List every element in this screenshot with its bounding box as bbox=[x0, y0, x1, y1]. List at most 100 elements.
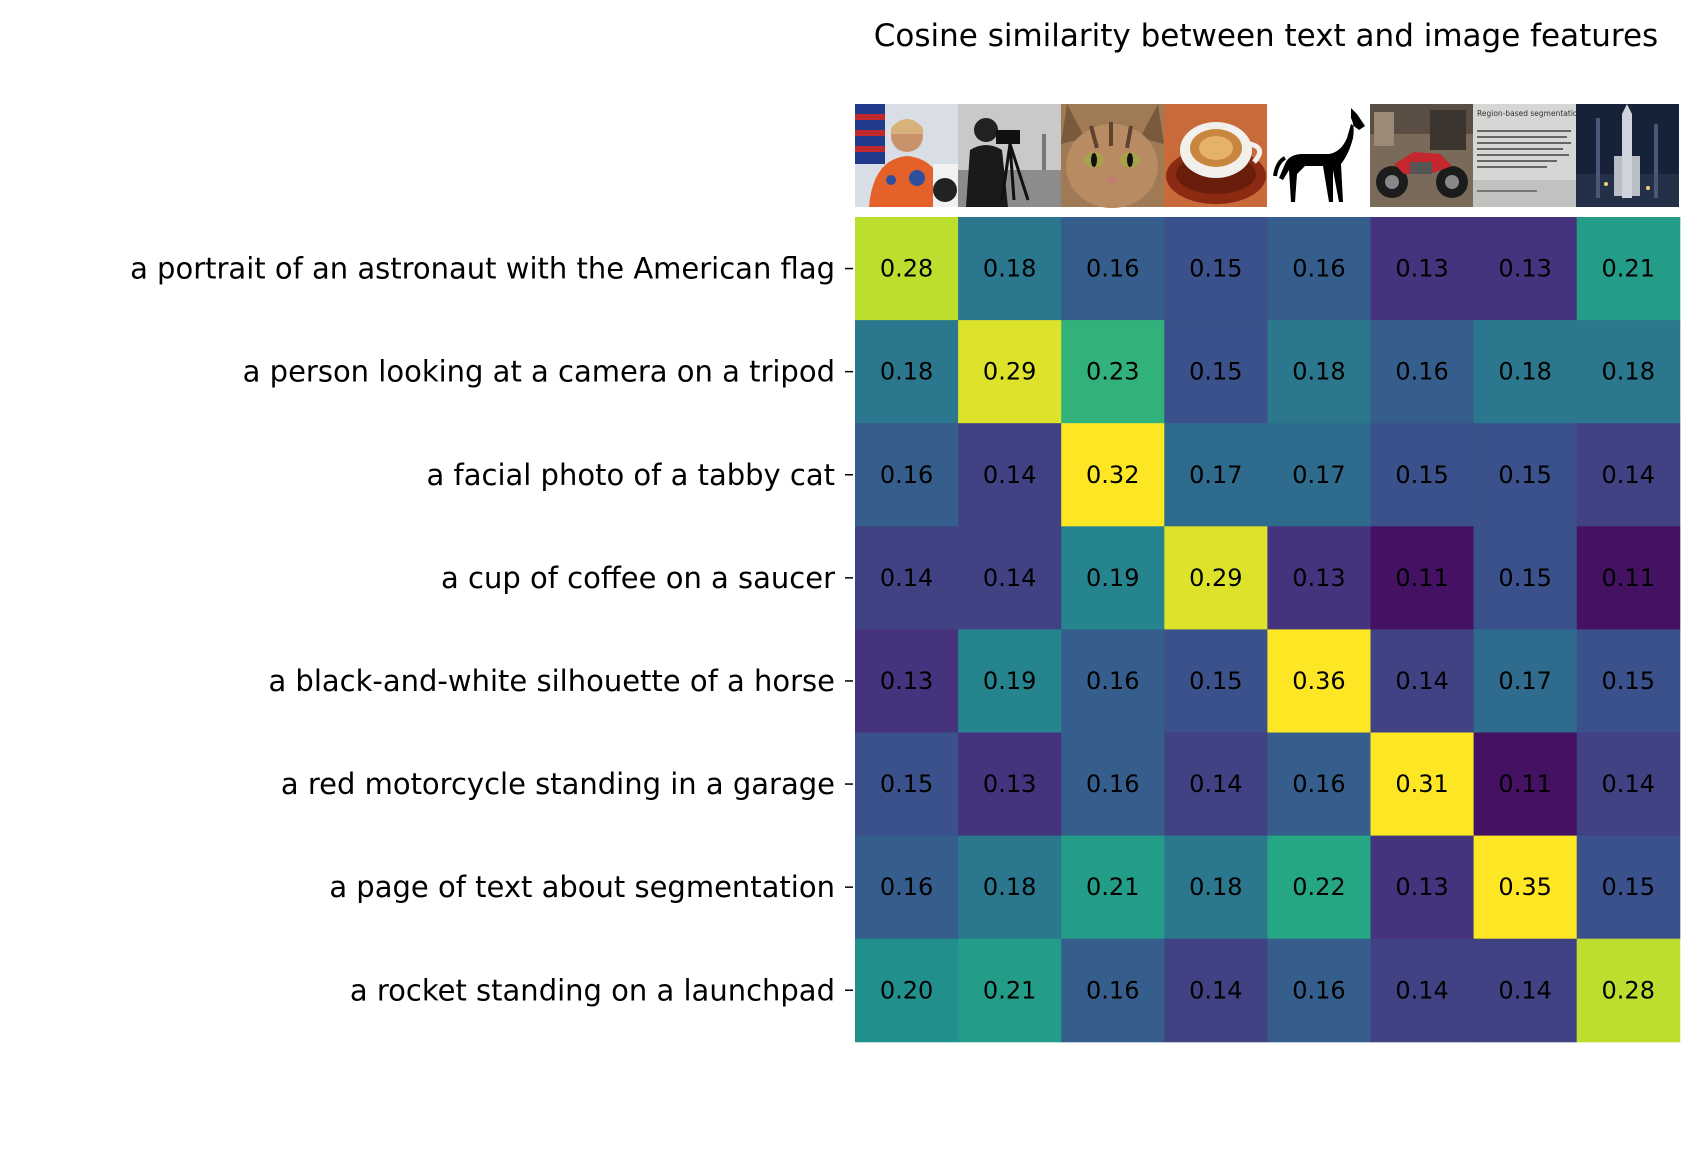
heatmap-cell bbox=[855, 526, 959, 630]
cell-value-label: 0.31 bbox=[1395, 770, 1448, 798]
heatmap-cell bbox=[958, 320, 1062, 424]
cell-value-label: 0.14 bbox=[1189, 770, 1242, 798]
heatmap-cell bbox=[1370, 423, 1475, 527]
cell-value-label: 0.18 bbox=[1602, 358, 1655, 386]
cell-value-label: 0.15 bbox=[1189, 667, 1242, 695]
heatmap-cell bbox=[958, 938, 1062, 1043]
heatmap-cell bbox=[1473, 938, 1578, 1043]
heatmap-cell bbox=[958, 629, 1062, 733]
cameraman-thumbnail bbox=[958, 104, 1061, 207]
cell-value-label: 0.17 bbox=[1189, 461, 1242, 489]
cell-value-label: 0.18 bbox=[880, 358, 933, 386]
cell-value-label: 0.13 bbox=[1292, 564, 1345, 592]
heatmap-cell bbox=[855, 835, 959, 940]
cell-value-label: 0.19 bbox=[983, 667, 1036, 695]
row-label: a facial photo of a tabby cat bbox=[427, 458, 835, 492]
heatmap-cell bbox=[1576, 423, 1681, 527]
heatmap-cell bbox=[1576, 629, 1681, 733]
heatmap-cell bbox=[1473, 835, 1578, 940]
cell-value-label: 0.11 bbox=[1498, 770, 1551, 798]
cell-value-label: 0.23 bbox=[1086, 358, 1139, 386]
heatmap-cell bbox=[1473, 629, 1578, 733]
row-label: a page of text about segmentation bbox=[329, 870, 835, 904]
heatmap-cell bbox=[1164, 938, 1268, 1043]
cell-value-label: 0.16 bbox=[880, 461, 933, 489]
heatmap-cell bbox=[1576, 526, 1681, 630]
heatmap-cell bbox=[1267, 217, 1371, 321]
heatmap-cell bbox=[1061, 938, 1165, 1043]
heatmap-cell bbox=[1164, 629, 1268, 733]
cell-value-label: 0.13 bbox=[983, 770, 1036, 798]
heatmap-cell bbox=[1164, 732, 1268, 837]
chart-title: Cosine similarity between text and image… bbox=[874, 18, 1658, 54]
cell-value-label: 0.16 bbox=[880, 873, 933, 901]
row-labels: a portrait of an astronaut with the Amer… bbox=[130, 252, 853, 1007]
heatmap-cell bbox=[1576, 835, 1681, 940]
cell-value-label: 0.14 bbox=[1395, 667, 1448, 695]
heatmap-cell bbox=[1267, 423, 1371, 527]
cell-value-label: 0.15 bbox=[1602, 873, 1655, 901]
heatmap-cell bbox=[855, 938, 959, 1043]
heatmap-cell bbox=[855, 320, 959, 424]
row-label: a portrait of an astronaut with the Amer… bbox=[130, 252, 835, 286]
cell-value-label: 0.17 bbox=[1292, 461, 1345, 489]
row-label: a cup of coffee on a saucer bbox=[441, 561, 835, 595]
cell-value-label: 0.18 bbox=[1498, 358, 1551, 386]
cat-thumbnail bbox=[1061, 104, 1164, 208]
heatmap-cell bbox=[855, 732, 959, 837]
cell-value-label: 0.15 bbox=[1602, 667, 1655, 695]
heatmap-cell bbox=[1370, 732, 1475, 837]
cell-value-label: 0.29 bbox=[1189, 564, 1242, 592]
cell-value-label: 0.15 bbox=[880, 770, 933, 798]
heatmap-cell bbox=[1370, 526, 1475, 630]
cell-value-label: 0.15 bbox=[1189, 255, 1242, 283]
heatmap-cell bbox=[1576, 732, 1681, 837]
coffee-thumbnail bbox=[1164, 104, 1267, 207]
cell-value-label: 0.11 bbox=[1395, 564, 1448, 592]
heatmap-cell bbox=[1061, 732, 1165, 837]
cell-value-label: 0.18 bbox=[1189, 873, 1242, 901]
page-thumbnail-heading: Region-based segmentation bbox=[1477, 109, 1583, 118]
heatmap-cell bbox=[1473, 423, 1578, 527]
cell-value-label: 0.13 bbox=[1395, 255, 1448, 283]
motorcycle-thumbnail bbox=[1370, 104, 1473, 207]
cell-value-label: 0.11 bbox=[1602, 564, 1655, 592]
heatmap-cell bbox=[1164, 423, 1268, 527]
heatmap-cell bbox=[1061, 217, 1165, 321]
cell-value-label: 0.32 bbox=[1086, 461, 1139, 489]
cell-value-label: 0.14 bbox=[1395, 976, 1448, 1004]
cell-value-label: 0.16 bbox=[1395, 358, 1448, 386]
cell-value-label: 0.18 bbox=[983, 873, 1036, 901]
cell-value-label: 0.17 bbox=[1498, 667, 1551, 695]
astronaut-thumbnail bbox=[855, 104, 958, 207]
heatmap-cell bbox=[1061, 320, 1165, 424]
heatmap-cell bbox=[1370, 938, 1475, 1043]
cell-value-label: 0.21 bbox=[1086, 873, 1139, 901]
page-thumbnail: Region-based segmentation bbox=[1473, 104, 1583, 207]
cell-value-label: 0.14 bbox=[1189, 976, 1242, 1004]
cell-value-label: 0.16 bbox=[1086, 976, 1139, 1004]
heatmap-cell bbox=[958, 526, 1062, 630]
image-thumbnails: Region-based segmentation bbox=[855, 104, 1679, 208]
heatmap-cell bbox=[1061, 629, 1165, 733]
heatmap-cell bbox=[1370, 835, 1475, 940]
cell-value-label: 0.14 bbox=[983, 564, 1036, 592]
heatmap-cell bbox=[1267, 732, 1371, 837]
cell-value-label: 0.14 bbox=[1498, 976, 1551, 1004]
cell-value-label: 0.20 bbox=[880, 976, 933, 1004]
heatmap-cell bbox=[1267, 835, 1371, 940]
heatmap-cell bbox=[1370, 217, 1475, 321]
heatmap-cell bbox=[1473, 732, 1578, 837]
cell-value-label: 0.29 bbox=[983, 358, 1036, 386]
heatmap-cell bbox=[958, 732, 1062, 837]
heatmap-cell bbox=[1267, 320, 1371, 424]
rocket-thumbnail bbox=[1576, 104, 1679, 207]
cell-value-label: 0.22 bbox=[1292, 873, 1345, 901]
cell-value-label: 0.15 bbox=[1498, 564, 1551, 592]
cell-value-label: 0.16 bbox=[1086, 770, 1139, 798]
heatmap-cell bbox=[1473, 217, 1578, 321]
heatmap-cell bbox=[1473, 320, 1578, 424]
heatmap-cell bbox=[1061, 835, 1165, 940]
cell-value-label: 0.14 bbox=[880, 564, 933, 592]
heatmap-cell bbox=[855, 423, 959, 527]
